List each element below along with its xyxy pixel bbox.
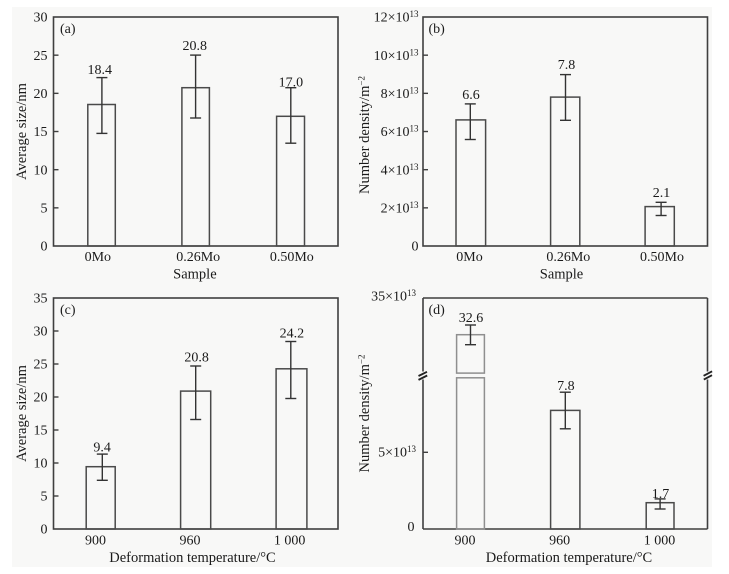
svg-text:20: 20 (34, 87, 48, 102)
svg-text:0: 0 (41, 240, 48, 255)
svg-text:15: 15 (34, 424, 48, 439)
svg-text:Number density/m−2: Number density/m−2 (357, 76, 374, 194)
svg-text:0: 0 (41, 523, 48, 538)
svg-text:20.8: 20.8 (184, 351, 209, 366)
svg-text:7.8: 7.8 (558, 58, 576, 73)
svg-text:1 000: 1 000 (644, 534, 676, 549)
svg-text:5×1013: 5×1013 (378, 444, 416, 461)
svg-text:Deformation temperature/°C: Deformation temperature/°C (109, 550, 275, 566)
svg-text:25: 25 (34, 49, 48, 64)
svg-text:10: 10 (34, 163, 48, 178)
svg-text:0: 0 (412, 240, 419, 255)
svg-text:1.7: 1.7 (652, 487, 670, 502)
svg-text:20.8: 20.8 (183, 39, 208, 54)
svg-text:12×1013: 12×1013 (374, 9, 419, 26)
svg-text:960: 960 (180, 534, 201, 549)
svg-text:0Mo: 0Mo (85, 250, 111, 265)
svg-text:32.6: 32.6 (459, 311, 484, 326)
svg-text:900: 900 (455, 534, 476, 549)
svg-text:5: 5 (41, 490, 48, 505)
svg-text:(d): (d) (429, 303, 446, 318)
svg-text:30: 30 (34, 11, 48, 26)
svg-text:2×1013: 2×1013 (381, 200, 419, 217)
svg-text:17.0: 17.0 (279, 75, 304, 90)
svg-text:4×1013: 4×1013 (381, 162, 419, 179)
svg-text:(b): (b) (429, 22, 446, 37)
svg-text:35: 35 (34, 292, 48, 307)
svg-text:10×1013: 10×1013 (374, 47, 419, 64)
svg-text:8×1013: 8×1013 (381, 86, 419, 103)
svg-text:Average size/nm: Average size/nm (14, 364, 30, 461)
svg-text:7.8: 7.8 (557, 379, 575, 394)
svg-text:6×1013: 6×1013 (381, 124, 419, 141)
svg-text:15: 15 (34, 125, 48, 140)
svg-text:(a): (a) (60, 22, 76, 37)
svg-text:Deformation temperature/°C: Deformation temperature/°C (486, 550, 652, 566)
svg-text:25: 25 (34, 358, 48, 373)
svg-text:2.1: 2.1 (653, 186, 671, 201)
svg-text:35×1013: 35×1013 (371, 288, 416, 305)
svg-text:6.6: 6.6 (462, 88, 480, 103)
svg-text:5: 5 (41, 202, 48, 217)
svg-text:30: 30 (34, 325, 48, 340)
svg-text:0Mo: 0Mo (456, 250, 482, 265)
svg-text:960: 960 (549, 534, 570, 549)
svg-text:Sample: Sample (540, 267, 584, 283)
svg-text:18.4: 18.4 (87, 63, 112, 78)
svg-text:1 000: 1 000 (274, 534, 306, 549)
svg-text:Sample: Sample (173, 267, 217, 283)
svg-text:0.50Mo: 0.50Mo (640, 250, 684, 265)
svg-text:Average size/nm: Average size/nm (14, 82, 30, 179)
svg-text:0.26Mo: 0.26Mo (176, 250, 220, 265)
svg-text:20: 20 (34, 391, 48, 406)
svg-text:0.50Mo: 0.50Mo (270, 250, 314, 265)
svg-text:900: 900 (85, 534, 106, 549)
svg-text:9.4: 9.4 (93, 441, 111, 456)
svg-text:24.2: 24.2 (280, 327, 305, 342)
svg-text:0: 0 (408, 520, 415, 535)
svg-text:10: 10 (34, 457, 48, 472)
svg-text:0.26Mo: 0.26Mo (546, 250, 590, 265)
svg-text:(c): (c) (60, 303, 76, 318)
svg-text:Number density/m−2: Number density/m−2 (357, 355, 374, 473)
